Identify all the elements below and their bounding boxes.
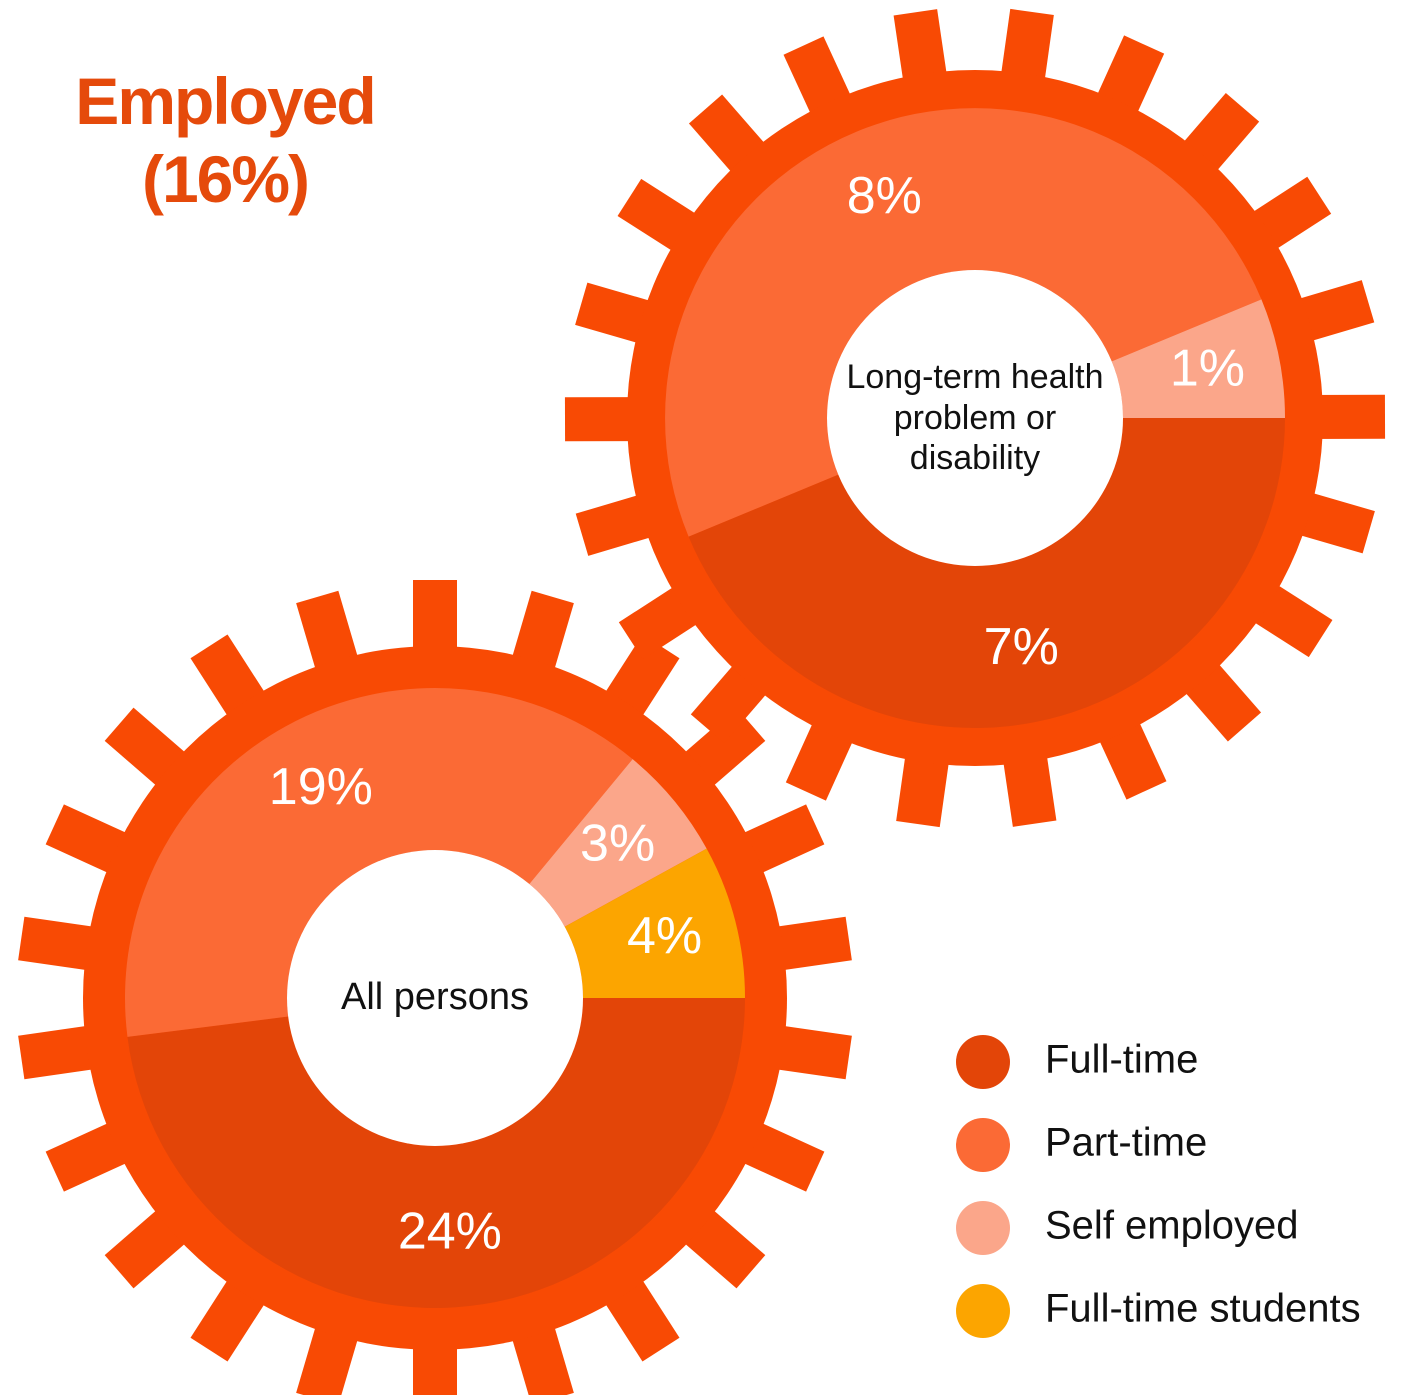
chart-title: Employed (16%) (40, 62, 410, 218)
center-label-box: All persons (305, 878, 565, 1118)
legend-label: Part-time (1045, 1121, 1207, 1165)
legend-swatch (956, 1284, 1010, 1338)
value-label: 7% (984, 618, 1059, 676)
legend-swatch (956, 1201, 1010, 1255)
value-label: 24% (398, 1202, 502, 1260)
legend-swatch (956, 1035, 1010, 1089)
value-label: 8% (847, 167, 922, 225)
legend-label: Full-time students (1045, 1287, 1361, 1331)
center-label: Long-term health problem or disability (845, 298, 1105, 538)
page: {"title": "Employed (16%)", "chart_data"… (0, 0, 1410, 1395)
value-label: 1% (1170, 339, 1245, 397)
value-label: 19% (269, 758, 373, 816)
legend-label: Full-time (1045, 1038, 1198, 1082)
value-label: 3% (580, 815, 655, 873)
center-label: All persons (305, 878, 565, 1118)
gear: 7% 8% 1% Long-term health problem or disabi… (565, 9, 1385, 827)
legend-label: Self employed (1045, 1204, 1298, 1248)
legend-swatch (956, 1118, 1010, 1172)
value-label: 4% (627, 907, 702, 965)
center-label-box: Long-term health problem or disability (845, 298, 1105, 538)
